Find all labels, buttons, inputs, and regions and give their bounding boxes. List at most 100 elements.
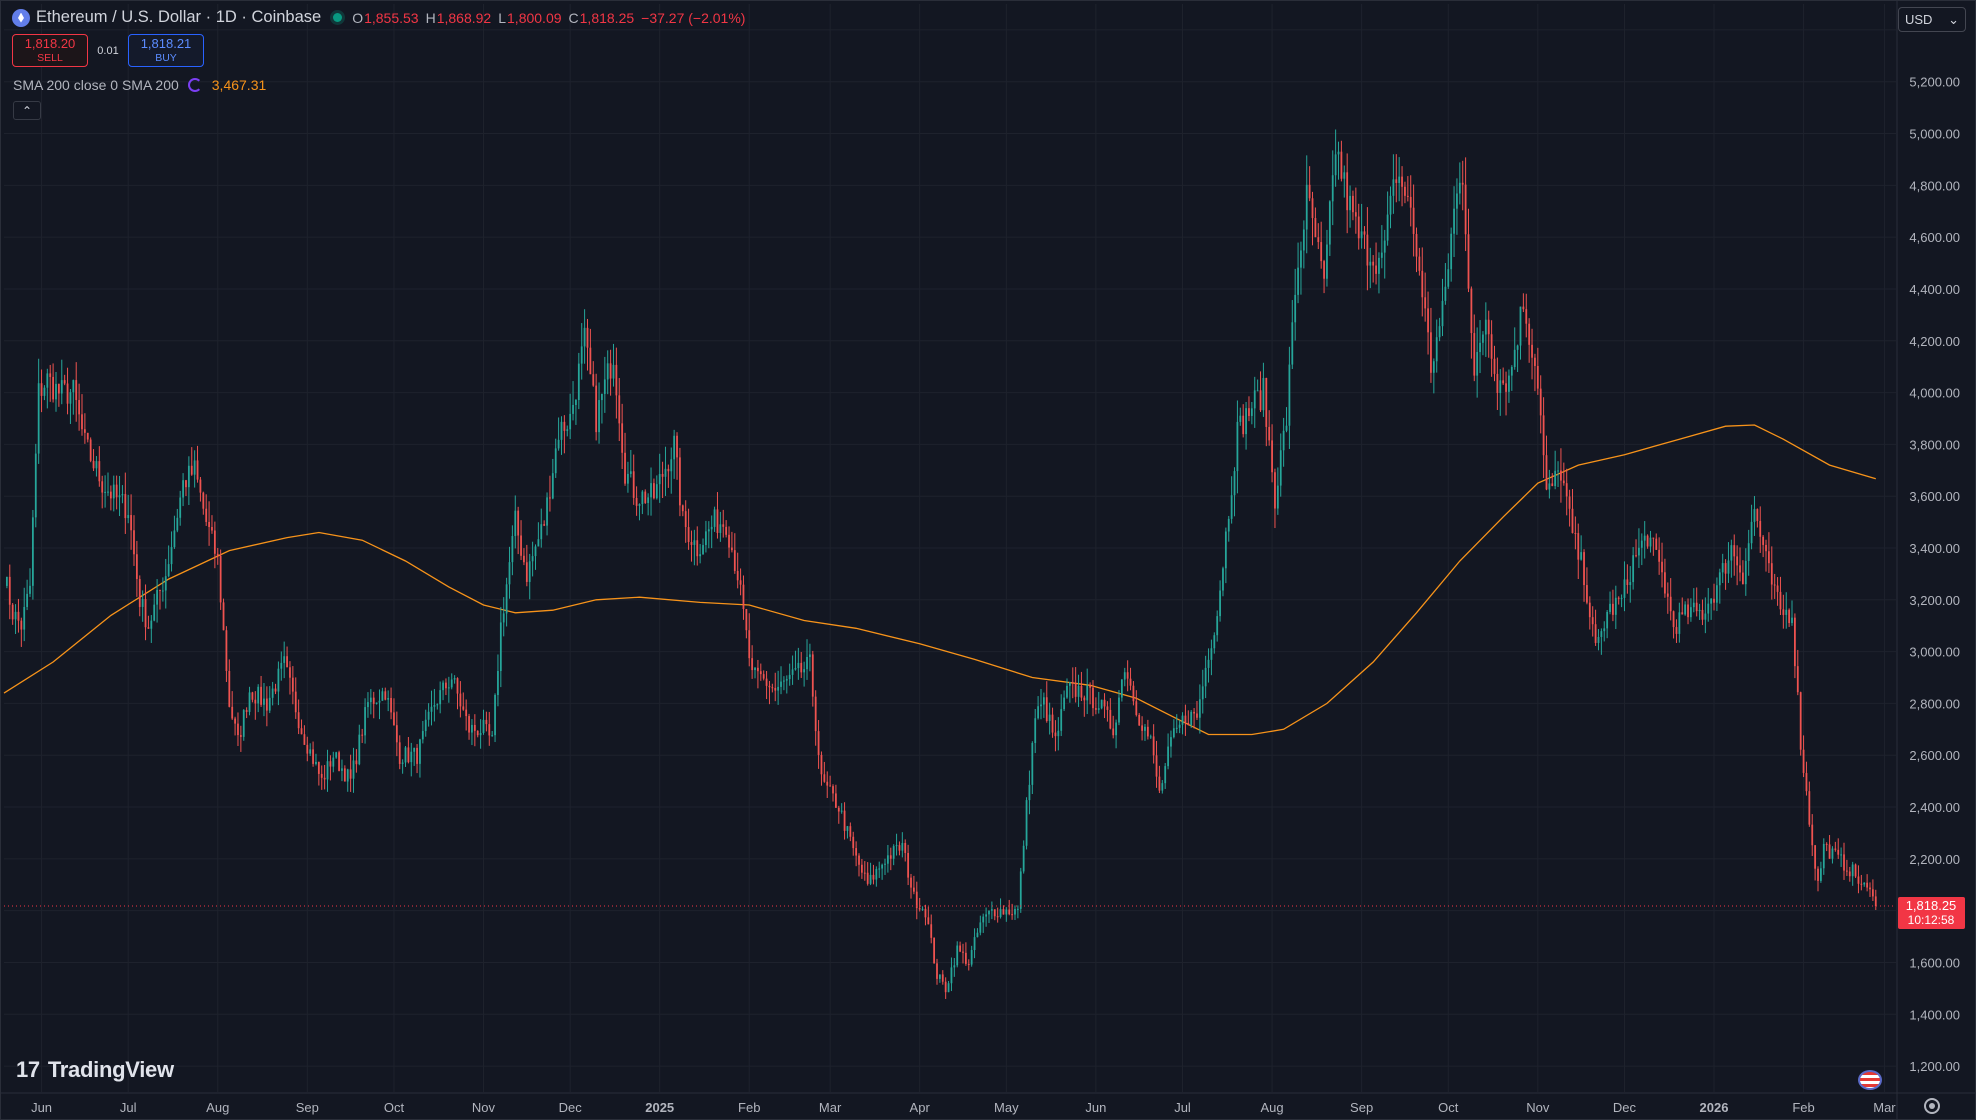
candle-body xyxy=(901,842,904,851)
buy-price: 1,818.21 xyxy=(140,35,192,51)
candle-body xyxy=(1690,607,1692,618)
candle-body xyxy=(1845,870,1848,872)
candle-body xyxy=(1629,582,1632,586)
candle-body xyxy=(98,461,101,482)
candle-body xyxy=(586,327,589,348)
candle-body xyxy=(14,611,17,620)
candle-body xyxy=(1380,252,1383,258)
us-flag-icon[interactable] xyxy=(1858,1070,1882,1090)
candle-body xyxy=(1271,440,1273,473)
candle-body xyxy=(1227,518,1230,532)
candle-body xyxy=(1184,715,1187,723)
sma-settings-icon[interactable] xyxy=(187,78,202,92)
candle-body xyxy=(462,706,465,710)
candle-body xyxy=(1765,544,1767,552)
sma-label: SMA 200 close 0 SMA 200 xyxy=(13,77,179,93)
candle-body xyxy=(338,752,340,771)
candle-body xyxy=(1172,728,1175,738)
buy-button[interactable]: 1,818.21 BUY xyxy=(128,34,204,67)
candle-body xyxy=(1609,603,1611,612)
gear-icon[interactable] xyxy=(1924,1098,1940,1114)
candle-body xyxy=(280,662,283,669)
candle-body xyxy=(23,606,26,630)
candle-body xyxy=(881,864,884,869)
candle-body xyxy=(598,400,600,433)
candle-body xyxy=(225,630,228,671)
candle-body xyxy=(1155,755,1158,777)
candle-body xyxy=(641,491,644,505)
candle-body xyxy=(1193,711,1195,714)
candle-body xyxy=(1799,692,1802,750)
candle-body xyxy=(866,872,869,884)
candle-body xyxy=(1770,563,1773,585)
candle-body xyxy=(57,383,60,394)
candle-body xyxy=(1424,297,1427,309)
candle-body xyxy=(1554,470,1557,487)
candle-body xyxy=(869,874,872,884)
candle-body xyxy=(1612,603,1614,615)
candle-body xyxy=(55,383,57,400)
collapse-legend-button[interactable]: ⌃ xyxy=(13,101,41,120)
candle-body xyxy=(1678,612,1681,634)
candle-body xyxy=(1848,871,1851,877)
candle-body xyxy=(1539,388,1542,416)
candle-body xyxy=(159,589,161,591)
candle-body xyxy=(918,908,921,910)
candle-body xyxy=(248,692,251,712)
currency-select[interactable]: USD ⌄ xyxy=(1898,7,1966,32)
candle-body xyxy=(531,556,534,562)
candle-body xyxy=(1178,724,1181,728)
candle-body xyxy=(809,654,811,657)
candle-body xyxy=(494,694,496,736)
candle-body xyxy=(988,910,990,915)
candle-body xyxy=(681,505,684,512)
candle-body xyxy=(343,768,346,782)
candle-body xyxy=(1311,198,1314,219)
candle-body xyxy=(996,916,999,918)
candle-body xyxy=(1404,186,1406,196)
candle-body xyxy=(433,705,436,707)
candle-body xyxy=(283,656,286,663)
candle-body xyxy=(1817,868,1819,881)
candle-body xyxy=(725,526,728,535)
candle-body xyxy=(245,710,248,712)
candle-body xyxy=(228,670,231,707)
y-tick-label: 2,200.00 xyxy=(1909,852,1960,867)
candle-body xyxy=(1366,234,1369,266)
x-tick-label: Apr xyxy=(910,1100,931,1115)
candle-body xyxy=(973,937,976,951)
y-tick-label: 3,600.00 xyxy=(1909,489,1960,504)
candle-body xyxy=(592,374,595,386)
candle-body xyxy=(274,688,277,692)
candle-body xyxy=(742,584,745,610)
candle-body xyxy=(1837,849,1840,855)
candle-body xyxy=(150,620,153,629)
candle-body xyxy=(130,515,132,531)
candle-body xyxy=(546,497,548,526)
candle-body xyxy=(1505,383,1507,392)
candle-body xyxy=(823,774,826,782)
candle-body xyxy=(1092,687,1094,709)
candle-body xyxy=(297,712,300,729)
candle-body xyxy=(1499,380,1502,393)
symbol-title[interactable]: Ethereum / U.S. Dollar · 1D · Coinbase xyxy=(36,8,322,26)
candle-body xyxy=(1430,332,1432,373)
candle-body xyxy=(1115,722,1117,736)
candle-body xyxy=(728,534,730,548)
y-tick-label: 1,200.00 xyxy=(1909,1059,1960,1074)
candle-body xyxy=(104,491,106,493)
candle-body xyxy=(1710,598,1713,604)
candle-body xyxy=(1421,270,1424,298)
candle-body xyxy=(1216,616,1219,636)
candle-body xyxy=(1126,672,1129,679)
sell-button[interactable]: 1,818.20 SELL xyxy=(12,34,88,67)
sma-indicator-legend[interactable]: SMA 200 close 0 SMA 200 3,467.31 xyxy=(13,77,266,93)
candle-body xyxy=(193,460,196,475)
candle-body xyxy=(1802,749,1805,773)
candle-body xyxy=(638,504,641,506)
candle-body xyxy=(1600,631,1603,637)
candle-body xyxy=(101,481,104,493)
candle-body xyxy=(1375,265,1377,274)
candle-body xyxy=(1256,390,1259,392)
